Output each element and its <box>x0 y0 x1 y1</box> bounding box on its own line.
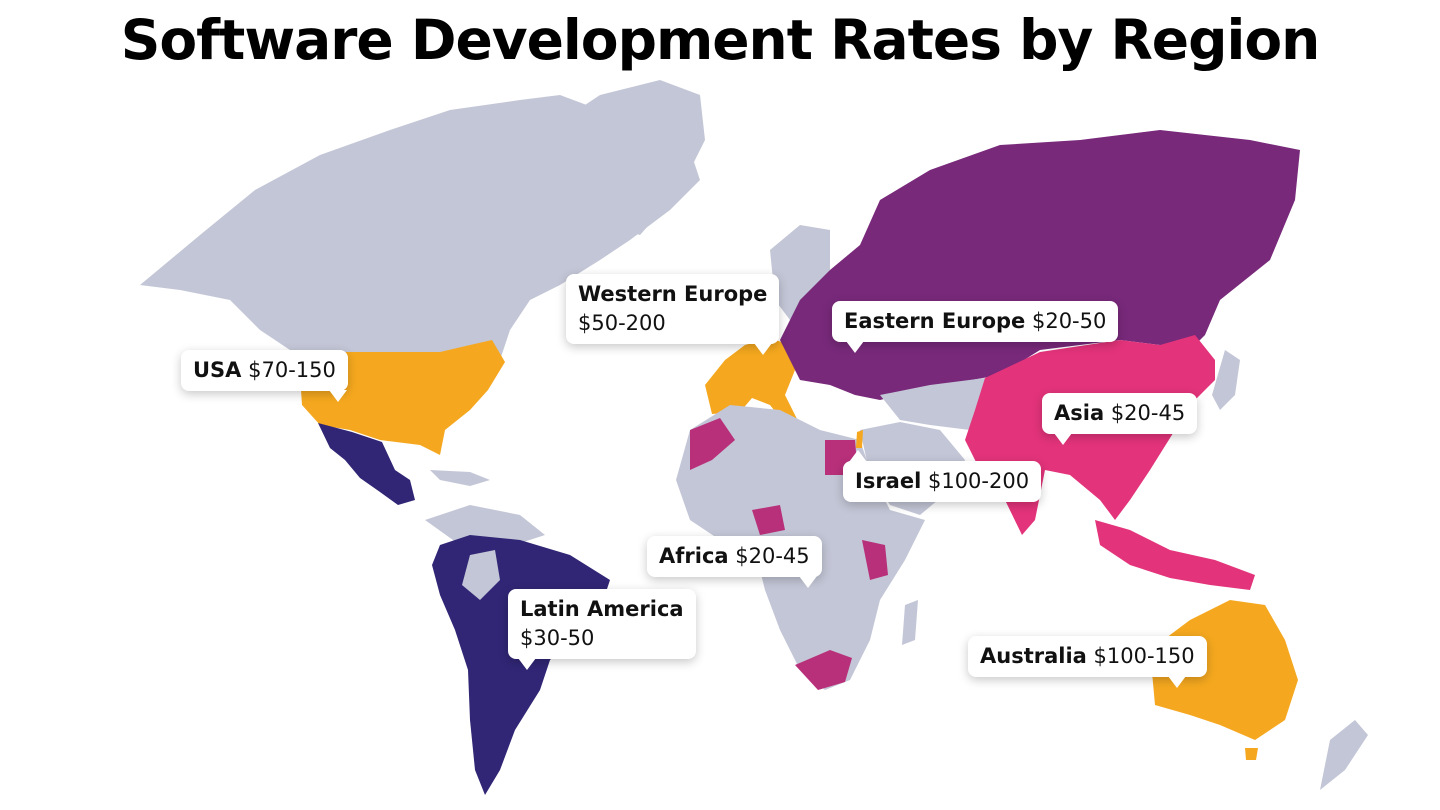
africa-region-north <box>690 418 735 470</box>
south-america-north-landmass <box>425 505 545 548</box>
greenland-landmass <box>555 80 705 235</box>
new-zealand-landmass <box>1320 720 1368 790</box>
africa-region-south <box>795 650 852 690</box>
callout-region-name: Africa <box>659 544 729 568</box>
callout-usa: USA $70-150 <box>181 350 348 402</box>
africa-region-nigeria <box>752 505 785 535</box>
usa-region <box>300 340 505 455</box>
callout-pointer <box>518 658 536 670</box>
callout-rate: $30-50 <box>520 626 595 650</box>
callout-rate: $20-45 <box>735 544 810 568</box>
central-asia-landmass <box>880 378 990 430</box>
callout-pointer <box>1054 433 1072 445</box>
callout-rate: $100-150 <box>1093 644 1195 668</box>
callout-latin-america: Latin America $30-50 <box>508 589 696 670</box>
callout-pointer <box>799 576 817 588</box>
mexico-central-america-region <box>318 423 415 505</box>
callout-africa: Africa $20-45 <box>647 536 822 588</box>
callout-western-europe: Western Europe $50-200 <box>566 274 780 355</box>
callout-region-name: Asia <box>1054 401 1105 425</box>
madagascar-landmass <box>902 600 918 645</box>
north-america-landmass <box>140 95 700 380</box>
japan-landmass <box>1212 350 1240 410</box>
callout-israel: Israel $100-200 <box>843 450 1042 502</box>
tasmania-region <box>1245 748 1258 760</box>
south-america-grey-patch <box>462 550 500 600</box>
callout-pointer <box>754 343 772 355</box>
callout-eastern-europe: Eastern Europe $20-50 <box>832 301 1119 353</box>
callout-asia: Asia $20-45 <box>1042 393 1198 445</box>
callout-rate: $70-150 <box>248 358 336 382</box>
callout-pointer <box>1168 676 1186 688</box>
callout-pointer <box>846 341 864 353</box>
israel-region <box>856 430 863 448</box>
callout-region-name: Western Europe <box>578 282 768 306</box>
callout-rate: $20-45 <box>1110 401 1186 425</box>
australia-region <box>1150 600 1298 740</box>
callout-region-name: Israel <box>855 469 922 493</box>
callout-pointer <box>329 390 347 402</box>
scandinavia-landmass <box>770 225 830 320</box>
callout-region-name: Australia <box>980 644 1087 668</box>
caribbean-landmass <box>430 470 490 486</box>
callout-rate: $50-200 <box>578 311 666 335</box>
callout-region-name: Eastern Europe <box>844 309 1026 333</box>
callout-rate: $20-50 <box>1031 309 1107 333</box>
page-title: Software Development Rates by Region <box>120 8 1321 72</box>
callout-australia: Australia $100-150 <box>968 636 1207 688</box>
callout-rate: $100-200 <box>927 469 1030 493</box>
callout-pointer <box>849 450 867 462</box>
callout-region-name: USA <box>193 358 242 382</box>
southeast-asia-islands-region <box>1095 520 1255 590</box>
callout-region-name: Latin America <box>520 597 684 621</box>
africa-region-kenya <box>862 540 888 580</box>
